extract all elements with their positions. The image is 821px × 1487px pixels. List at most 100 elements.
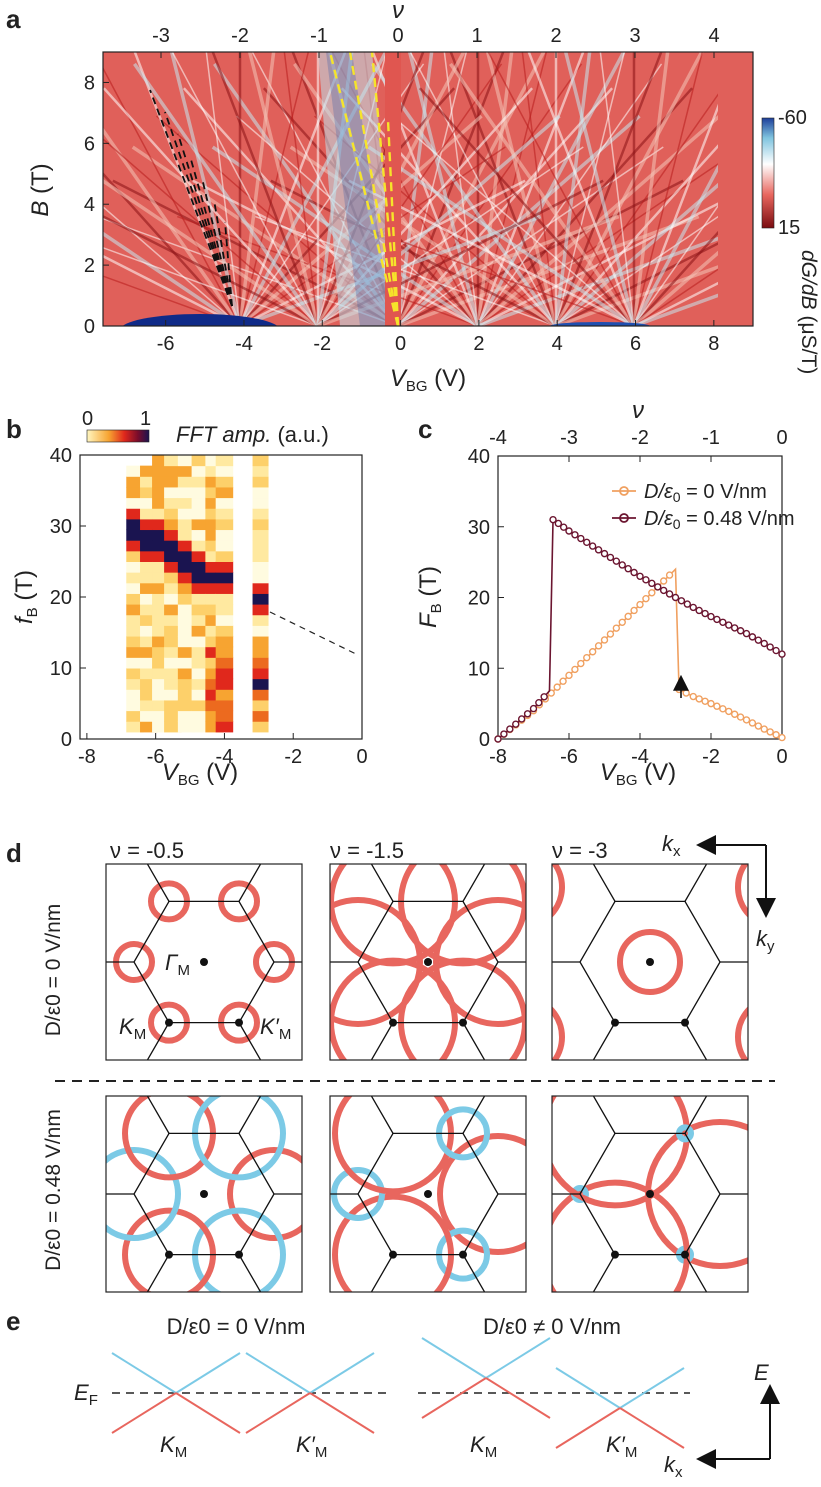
fft-cell: [215, 540, 234, 552]
fft-cell: [205, 561, 223, 573]
fft-cell: [177, 604, 196, 616]
fft-cell: [205, 593, 223, 605]
dirac-cone-3: [421, 1337, 551, 1419]
fermi-pocket: [437, 1133, 526, 1255]
fft-cell: [164, 455, 182, 467]
data-point: [583, 653, 591, 662]
data-point: [760, 725, 768, 733]
data-point: [677, 597, 686, 605]
fft-cell: [215, 710, 234, 722]
fft-cell: [252, 646, 269, 658]
fft-cell: [152, 604, 170, 616]
fft-cell: [152, 668, 170, 680]
data-point: [577, 659, 585, 668]
data-point: [659, 586, 668, 595]
fft-cell: [191, 455, 210, 467]
fft-cell: [205, 699, 223, 712]
a-toptick-label: -2: [231, 25, 249, 47]
fan-streak: [103, 66, 241, 326]
data-point: [701, 697, 709, 705]
fft-cell: [164, 561, 182, 573]
data-point: [695, 695, 703, 703]
tile-frame: [105, 863, 303, 1061]
data-point: [707, 612, 715, 621]
fan-streak: [103, 231, 241, 326]
fft-cell: [177, 625, 196, 637]
fermi-surface-tiles: [105, 863, 749, 1293]
fft-cell: [191, 508, 210, 520]
fft-cell: [177, 508, 196, 520]
fft-cell: [164, 699, 182, 712]
tile-3: [551, 863, 749, 1061]
fft-cell: [177, 689, 196, 701]
bz-edge-extension: [462, 1254, 486, 1292]
data-point: [594, 546, 603, 554]
fft-cell: [205, 582, 223, 594]
fft-cell: [252, 678, 269, 690]
b-xtick-label: -4: [216, 746, 234, 768]
bz-edge-extension: [592, 1096, 616, 1134]
fan-streak: [103, 171, 241, 326]
fft-cell: [205, 497, 223, 509]
panel-b-xlabel: VBG (V): [162, 759, 238, 789]
fft-cell: [177, 455, 196, 467]
data-point: [624, 612, 632, 621]
fft-heatmap: [126, 455, 269, 733]
fft-cell: [252, 636, 269, 648]
bz-edge-extension: [462, 864, 486, 902]
fft-cell: [164, 668, 182, 680]
data-point: [600, 549, 609, 558]
upper-branch-right: [485, 1337, 551, 1379]
fan-streak: [554, 52, 663, 326]
fft-cell: [205, 678, 223, 690]
data-point: [683, 600, 692, 608]
fft-cell: [164, 625, 182, 637]
fermi-pocket: [106, 1147, 181, 1241]
tile-5: [329, 1095, 527, 1293]
bz-edge-extension: [238, 864, 262, 902]
fft-cell: [191, 689, 210, 701]
black-dashed-fan: [149, 89, 233, 307]
fft-cell: [191, 529, 210, 541]
fft-cell: [252, 550, 269, 562]
gamma-point: [424, 958, 432, 966]
fermi-pocket-center: [617, 929, 683, 995]
fft-cell: [215, 625, 234, 637]
fan-streak: [476, 52, 514, 326]
fft-cell: [191, 497, 210, 509]
c-toptick-label: 0: [776, 427, 787, 449]
fft-cell: [152, 636, 170, 648]
data-point: [565, 527, 573, 535]
fft-cell: [152, 646, 170, 658]
fft-cell: [126, 721, 144, 733]
fft-cell: [215, 699, 234, 712]
fan-streak: [103, 138, 319, 326]
fft-cell: [164, 721, 182, 733]
fft-cell: [164, 582, 182, 594]
a-toptick-label: -3: [152, 25, 170, 47]
K-point: [611, 1250, 619, 1259]
fft-cell: [164, 646, 182, 658]
tile-content: [330, 1096, 526, 1292]
data-point: [665, 590, 674, 598]
fft-cell: [164, 508, 182, 520]
bz-edge-extension: [370, 1096, 394, 1134]
colorbar-b-max: 1: [140, 408, 151, 430]
data-point: [742, 629, 751, 638]
data-point: [772, 646, 780, 655]
fft-cell: [177, 646, 196, 658]
fft-cell: [126, 497, 144, 509]
fan-streak: [103, 215, 319, 326]
fft-cell: [252, 625, 269, 637]
data-point: [553, 683, 561, 691]
data-point: [760, 639, 768, 648]
fft-cell: [152, 465, 170, 477]
fft-cell: [152, 678, 170, 690]
ef-label: EF: [74, 1380, 98, 1409]
data-point: [671, 593, 680, 602]
fft-cell: [126, 614, 144, 626]
K-prime-point: [681, 1018, 689, 1027]
fft-cell: [164, 518, 182, 531]
lower-branch-right: [175, 1392, 241, 1434]
